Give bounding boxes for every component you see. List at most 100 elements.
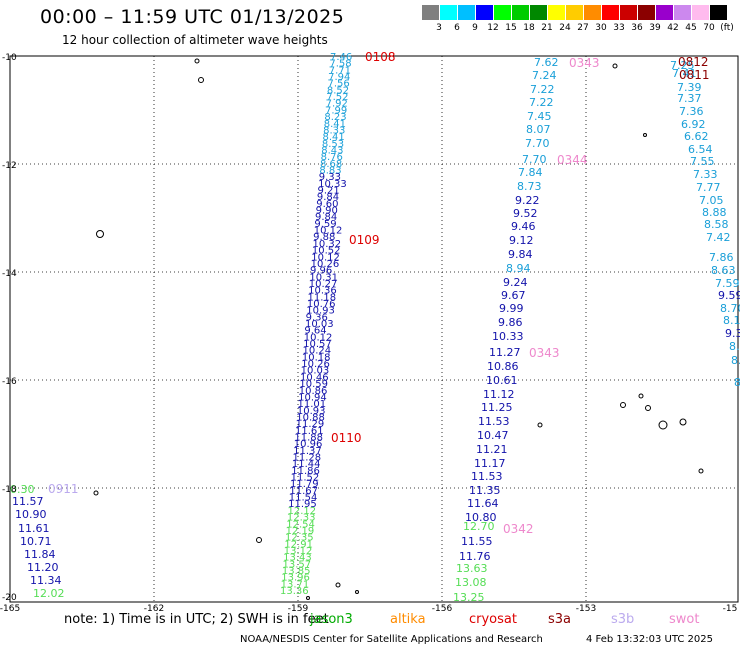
- wave-height-value: 11.34: [30, 574, 62, 587]
- legend-swatch: [548, 5, 565, 20]
- wave-height-value: 7.92: [326, 99, 348, 110]
- wave-height-value: 11.12: [483, 388, 515, 401]
- legend-swatch: [710, 5, 727, 20]
- wave-height-value: 7.33: [693, 168, 718, 181]
- satellite-label-jason3: jason3: [310, 612, 353, 627]
- islands: [93, 58, 704, 600]
- wave-height-value: 11.25: [481, 401, 513, 414]
- wave-height-value: 11.61: [18, 522, 50, 535]
- wave-height-value: 10.33: [318, 179, 347, 190]
- satellite-label-s3b: s3b: [611, 612, 635, 627]
- legend-tick-label: 9: [472, 23, 478, 33]
- wave-height-value: 10.61: [486, 374, 518, 387]
- wave-height-value: 11.67: [289, 486, 318, 497]
- wave-height-value: 10.31: [309, 272, 338, 283]
- wave-height-value: 11.88: [294, 432, 323, 443]
- island-outline: [198, 77, 204, 83]
- wave-height-value: 7.39: [677, 81, 702, 94]
- legend-tick-label: 18: [523, 23, 535, 33]
- wave-height-value: 9.64: [304, 326, 326, 337]
- pass-label: 0811: [679, 68, 710, 82]
- lat-tick-label: -12: [2, 161, 17, 171]
- wave-height-value: 10.93: [306, 306, 335, 317]
- wave-height-value: 8.: [731, 354, 740, 367]
- lon-tick-label: -156: [432, 604, 453, 612]
- wave-height-value: 11.28: [293, 453, 322, 464]
- wave-height-value: 7.84: [518, 166, 543, 179]
- island-outline: [306, 596, 310, 600]
- lon-tick-label: -165: [0, 604, 20, 612]
- wave-height-value: 11.64: [467, 497, 499, 510]
- lon-tick-label: -153: [576, 604, 596, 612]
- legend-swatch: [512, 5, 529, 20]
- island-outline: [638, 393, 644, 399]
- wave-height-value: 11.52: [291, 473, 320, 484]
- island-outline: [355, 590, 359, 594]
- wave-height-value: 11.86: [291, 466, 320, 477]
- pass-label: 0344: [557, 153, 588, 167]
- map-note: note: 1) Time is in UTC; 2) SWH is in fe…: [64, 612, 329, 627]
- wave-height-value: 8.73: [517, 180, 542, 193]
- wave-height-value: 8.43: [321, 145, 343, 156]
- wave-height-value: 9.90: [316, 206, 338, 217]
- wave-height-value: 7.46: [330, 52, 352, 63]
- wave-height-value: 11.57: [12, 495, 44, 508]
- wave-height-value: 9.84: [317, 192, 339, 203]
- wave-height-value: 11.37: [293, 446, 322, 457]
- wave-height-value: 10.76: [307, 299, 336, 310]
- wave-height-value: 13.96: [281, 573, 310, 584]
- wave-height-value: 9.67: [501, 289, 526, 302]
- wave-height-value: 10.94: [298, 392, 327, 403]
- pass-label: 0911: [48, 482, 79, 496]
- wave-height-value: 10.18: [302, 352, 331, 363]
- map-subtitle: 12 hour collection of altimeter wave hei…: [62, 33, 328, 47]
- island-outline: [643, 133, 647, 137]
- pass-label: 0812: [678, 55, 709, 69]
- legend-tick-label: 3: [436, 23, 442, 33]
- pass-label: 0110: [331, 431, 362, 445]
- altimeter-track-east: 7.627.247.227.227.458.077.707.707.848.73…: [453, 56, 559, 604]
- legend-tick-label: 12: [487, 23, 499, 33]
- lat-tick-label: -18: [2, 485, 17, 495]
- island-outline: [612, 63, 618, 69]
- altimeter-map: 7.467.587.717.947.568.527.527.927.998.23…: [0, 50, 740, 612]
- wave-height-value: 8.88: [702, 206, 727, 219]
- wave-height-value: 13.57: [283, 559, 312, 570]
- wave-height-value: 7.22: [530, 83, 555, 96]
- wave-height-value: 10.36: [308, 286, 337, 297]
- wave-height-value: 8.70: [720, 302, 740, 315]
- wave-height-value: 8.52: [327, 85, 349, 96]
- legend-tick-label: 15: [505, 23, 517, 33]
- wave-height-value: 11.01: [298, 399, 327, 410]
- footer-date: 4 Feb 13:32:03 UTC 2025: [586, 634, 713, 645]
- wave-height-value: 10.03: [301, 366, 330, 377]
- legend-tick-label: 45: [685, 23, 697, 33]
- wave-height-value: 12.35: [285, 533, 314, 544]
- footer-credit: NOAA/NESDIS Center for Satellite Applica…: [240, 634, 543, 645]
- wave-height-value: 8.07: [526, 123, 551, 136]
- wave-height-value: 11.84: [24, 548, 56, 561]
- wave-height-value: 11.20: [27, 561, 59, 574]
- wave-height-value: 10.12: [314, 226, 343, 237]
- wave-height-value: 9.12: [509, 234, 534, 247]
- lon-tick-label: -159: [288, 604, 309, 612]
- wave-height-value: 11.54: [289, 493, 318, 504]
- wave-height-value: 13.63: [456, 562, 488, 575]
- wave-height-value: 12.91: [284, 539, 313, 550]
- wave-height-value: 8: [734, 376, 740, 389]
- wave-height-value: 9.21: [318, 186, 340, 197]
- wave-height-value: 11.35: [469, 484, 501, 497]
- wave-height-value: 9.46: [511, 220, 536, 233]
- wave-height-value: 10.86: [487, 360, 519, 373]
- wave-height-value: 11.61: [295, 426, 324, 437]
- island-outline: [645, 405, 651, 411]
- wave-height-value: 10.86: [299, 386, 328, 397]
- wave-height-value: 7.62: [534, 56, 559, 69]
- map-title: 00:00 – 11:59 UTC 01/13/2025: [40, 6, 345, 28]
- wave-height-value: 6.92: [681, 118, 706, 131]
- wave-height-value: 8.76: [321, 152, 343, 163]
- wave-height-value: 10.57: [303, 339, 332, 350]
- satellite-label-s3a: s3a: [548, 612, 572, 627]
- lat-tick-label: -10: [2, 53, 17, 63]
